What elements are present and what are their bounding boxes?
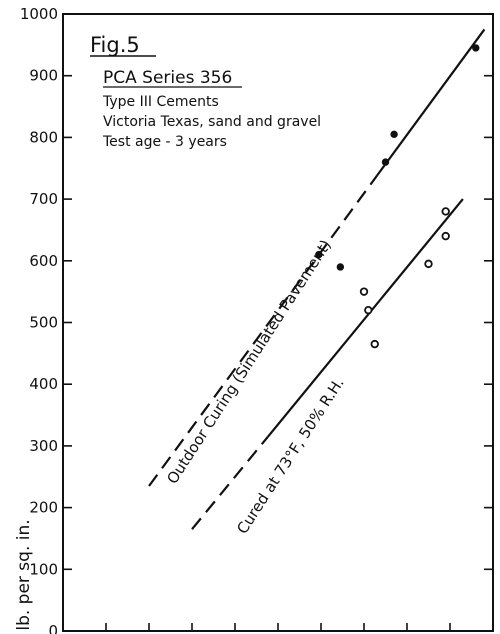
trend-line-solid — [376, 28, 486, 177]
legend-line: Type III Cements — [102, 94, 219, 110]
legend: Fig.5 PCA Series 356 Type III Cements Vi… — [90, 33, 321, 150]
y-tick-label: 600 — [29, 252, 58, 270]
data-point-open — [370, 339, 379, 349]
data-point-filled — [336, 263, 345, 271]
y-tick-label: 500 — [29, 314, 58, 332]
data-point-open — [364, 305, 373, 315]
legend-line: Test age - 3 years — [102, 134, 227, 150]
data-point-open — [441, 207, 450, 216]
data-point-open — [441, 231, 450, 241]
y-tick-label: 400 — [29, 375, 58, 393]
data-point-open — [424, 259, 433, 269]
y-tick-label: 700 — [29, 190, 58, 208]
data-points — [315, 44, 480, 349]
trend-line-dashed — [191, 436, 269, 530]
data-point-filled — [390, 130, 398, 139]
y-tick-label: 200 — [29, 499, 58, 517]
data-point-filled — [381, 158, 390, 166]
y-tick-label: 300 — [29, 437, 58, 455]
y-tick-label: 0 — [48, 622, 58, 634]
y-tick-label: 1000 — [20, 5, 58, 23]
y-tick-label: 900 — [29, 67, 58, 85]
y-axis-label: lb. per sq. in. — [14, 519, 34, 630]
figure-title: Fig.5 — [90, 33, 140, 57]
trend-line-dashed — [148, 174, 378, 487]
trend-line-solid — [267, 198, 464, 438]
outdoor-curing-label: Outdoor Curing (Simulated Pavement) — [163, 236, 335, 487]
trend-lines — [148, 28, 486, 530]
x-axis — [105, 623, 451, 631]
y-tick-label: 100 — [29, 560, 58, 578]
legend-line: Victoria Texas, sand and gravel — [103, 114, 321, 130]
cured-73f-label: Cured at 73°F, 50% R.H. — [233, 374, 347, 537]
data-point-filled — [315, 250, 323, 259]
data-point-open — [359, 287, 369, 296]
y-axis: 0 100 200 300 400 500 600 700 800 900 1000 — [20, 5, 493, 634]
data-point-filled — [472, 44, 480, 52]
y-tick-label: 800 — [29, 128, 58, 146]
legend-title: PCA Series 356 — [103, 68, 232, 88]
